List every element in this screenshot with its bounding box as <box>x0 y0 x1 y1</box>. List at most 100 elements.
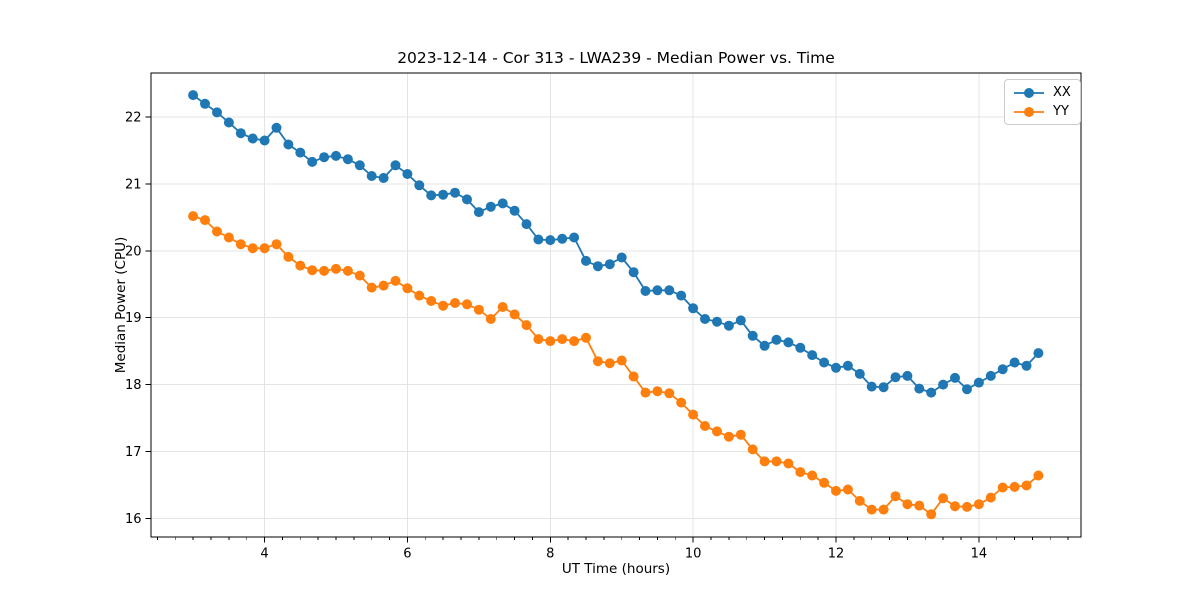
data-point-XX <box>521 219 532 230</box>
data-point-XX <box>259 135 270 146</box>
x-tick-label: 14 <box>971 547 988 562</box>
data-point-XX <box>640 286 651 296</box>
data-point-XX <box>378 173 389 183</box>
data-series <box>188 90 1044 520</box>
data-point-XX <box>712 316 722 327</box>
data-point-XX <box>200 98 210 109</box>
data-point-YY <box>545 336 556 347</box>
data-point-XX <box>188 90 199 101</box>
data-point-YY <box>747 444 758 455</box>
y-tick-label: 22 <box>125 111 142 126</box>
data-point-YY <box>866 504 877 515</box>
data-point-XX <box>235 128 246 139</box>
data-point-XX <box>831 362 841 373</box>
data-point-XX <box>616 252 627 263</box>
data-point-XX <box>450 187 460 198</box>
data-point-YY <box>497 302 508 312</box>
data-point-YY <box>664 388 675 399</box>
data-point-XX <box>676 290 687 301</box>
data-point-XX <box>414 180 425 191</box>
data-point-YY <box>533 334 544 345</box>
data-point-XX <box>938 379 949 390</box>
data-point-YY <box>188 211 199 222</box>
data-point-XX <box>212 107 222 118</box>
data-point-XX <box>283 139 294 150</box>
data-point-XX <box>1021 360 1032 371</box>
data-point-YY <box>259 243 270 254</box>
data-point-YY <box>1009 481 1020 492</box>
data-point-XX <box>533 234 544 245</box>
axes-spines <box>150 72 1082 538</box>
data-point-XX <box>569 232 580 243</box>
data-point-XX <box>1033 348 1044 359</box>
data-point-YY <box>235 239 246 250</box>
data-point-XX <box>878 382 889 393</box>
data-point-YY <box>771 456 782 467</box>
data-point-XX <box>926 387 937 398</box>
data-point-YY <box>973 499 984 510</box>
data-point-YY <box>688 409 699 420</box>
data-point-XX <box>473 207 484 218</box>
data-point-XX <box>545 235 556 246</box>
data-point-XX <box>390 160 401 171</box>
data-point-YY <box>295 260 306 271</box>
x-axis-label: UT Time (hours) <box>561 561 671 577</box>
data-point-XX <box>759 340 770 351</box>
y-tick-label: 17 <box>125 445 142 460</box>
data-point-YY <box>366 282 377 293</box>
data-point-YY <box>414 290 425 301</box>
data-point-YY <box>759 456 770 467</box>
data-point-YY <box>854 495 865 506</box>
data-point-XX <box>604 259 615 270</box>
data-point-YY <box>450 298 460 308</box>
data-point-YY <box>485 314 496 324</box>
data-point-YY <box>914 500 925 511</box>
grid-lines <box>151 73 1081 537</box>
y-tick-label: 21 <box>125 177 142 192</box>
data-point-XX <box>402 169 413 179</box>
data-point-XX <box>985 370 996 381</box>
data-point-YY <box>247 243 258 254</box>
data-point-YY <box>378 280 389 291</box>
data-point-YY <box>271 239 282 250</box>
data-point-YY <box>223 232 234 243</box>
data-point-XX <box>426 190 437 201</box>
data-point-XX <box>973 377 984 388</box>
data-point-XX <box>842 360 853 371</box>
axis-tick-labels: 4 6 8 10 12 14 16 17 18 19 20 21 22 <box>125 111 987 562</box>
data-point-XX <box>319 152 330 163</box>
data-point-YY <box>890 491 901 502</box>
data-point-YY <box>426 296 437 306</box>
legend-item-XX: XX <box>1012 85 1071 100</box>
x-tick-label: 6 <box>403 547 411 562</box>
y-tick-label: 18 <box>125 378 142 393</box>
legend: XX YY <box>1004 79 1081 125</box>
data-point-XX <box>497 198 508 209</box>
y-tick-label: 19 <box>125 311 142 326</box>
legend-item-YY: YY <box>1012 104 1071 119</box>
data-point-XX <box>854 368 865 379</box>
data-point-YY <box>795 467 806 478</box>
data-point-XX <box>485 201 496 212</box>
data-point-YY <box>783 458 794 469</box>
data-point-YY <box>997 482 1008 493</box>
data-point-YY <box>438 300 449 311</box>
x-tick-label: 10 <box>685 547 702 562</box>
data-point-YY <box>985 492 996 503</box>
data-point-YY <box>307 265 318 276</box>
data-point-YY <box>902 499 913 510</box>
data-point-XX <box>819 357 830 368</box>
data-point-XX <box>1009 357 1020 368</box>
data-point-XX <box>950 372 960 383</box>
data-point-YY <box>509 309 520 320</box>
data-point-XX <box>723 320 734 331</box>
data-point-YY <box>831 485 841 496</box>
data-point-YY <box>569 336 580 347</box>
legend-label: XX <box>1053 85 1071 100</box>
data-point-YY <box>878 504 889 515</box>
data-point-YY <box>712 426 722 437</box>
data-point-XX <box>902 370 913 381</box>
data-point-YY <box>735 429 746 440</box>
data-point-XX <box>592 261 603 272</box>
